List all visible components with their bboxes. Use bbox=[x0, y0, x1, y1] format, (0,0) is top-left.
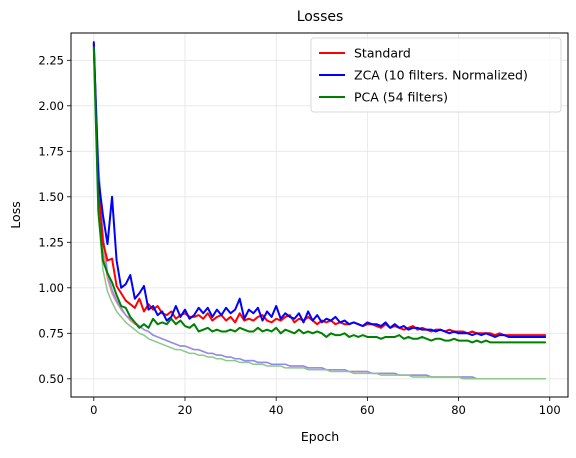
legend-box bbox=[310, 37, 562, 113]
y-tick-label: 2.25 bbox=[38, 53, 64, 67]
y-tick-label: 0.50 bbox=[38, 372, 64, 386]
series-line-2 bbox=[92, 46, 547, 344]
y-tick-label: 1.25 bbox=[38, 235, 64, 249]
training-line-5 bbox=[93, 48, 546, 380]
legend-label: Standard bbox=[354, 46, 411, 61]
y-tick-label: 1.50 bbox=[38, 190, 64, 204]
y-tick-label: 1.00 bbox=[38, 281, 64, 295]
training-line-4 bbox=[93, 43, 546, 380]
chart-title: Losses bbox=[297, 9, 344, 25]
x-tick-label: 60 bbox=[360, 403, 375, 417]
x-tick-label: 0 bbox=[90, 403, 97, 417]
y-axis-label: Loss bbox=[8, 201, 23, 228]
y-tick-label: 0.75 bbox=[38, 326, 64, 340]
plot-frame bbox=[70, 32, 569, 398]
legend-label: ZCA (10 filters. Normalized) bbox=[354, 68, 528, 83]
validation-curves bbox=[92, 41, 547, 344]
x-tick-label: 40 bbox=[269, 403, 284, 417]
training-curves bbox=[93, 43, 546, 380]
axis-ticks: 0 20 40 60 80 100 0.50 0.75 1.00 1.25 1.50 1.75 2.00… bbox=[38, 53, 560, 417]
x-tick-label: 20 bbox=[178, 403, 193, 417]
legend-label: PCA (54 filters) bbox=[354, 90, 448, 105]
series-line-0 bbox=[92, 42, 547, 337]
x-axis-label: Epoch bbox=[301, 429, 339, 444]
x-tick-label: 80 bbox=[451, 403, 466, 417]
y-tick-label: 1.75 bbox=[38, 144, 64, 158]
legend: Standard ZCA (10 filters. Normalized) PCA … bbox=[310, 37, 562, 113]
series-line-1 bbox=[92, 41, 547, 338]
y-tick-label: 2.00 bbox=[38, 99, 64, 113]
x-tick-label: 100 bbox=[539, 403, 561, 417]
